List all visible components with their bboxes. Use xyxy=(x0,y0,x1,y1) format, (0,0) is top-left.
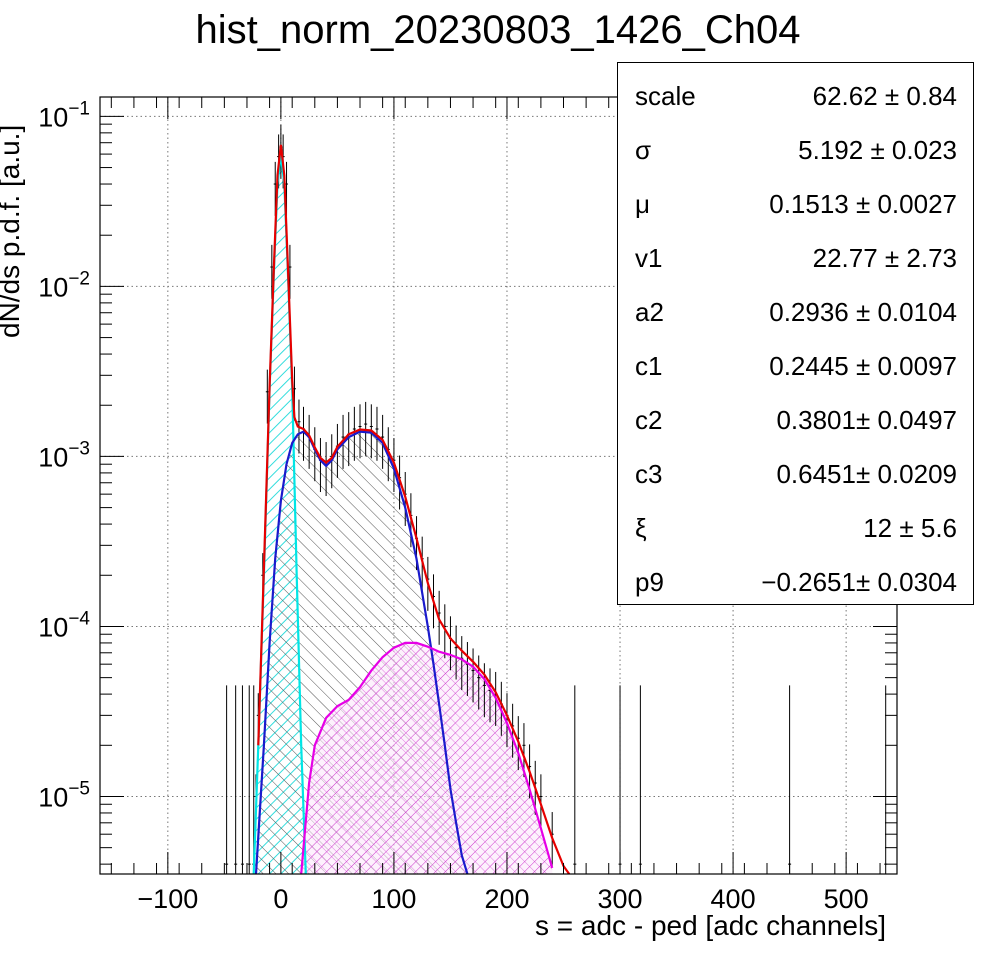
y-tick-label: 10−4 xyxy=(38,608,90,642)
y-tick-base: 10 xyxy=(38,612,68,642)
stat-row: p9 −0.2651± 0.0304 xyxy=(618,553,973,607)
stat-name: p9 xyxy=(635,567,664,597)
stat-row: ξ 12 ± 5.6 xyxy=(618,499,973,553)
x-tick-label: 400 xyxy=(711,884,756,914)
stat-row: v1 22.77 ± 2.73 xyxy=(618,229,973,283)
x-tick-label: −100 xyxy=(137,884,198,914)
stat-row: c3 0.6451± 0.0209 xyxy=(618,445,973,499)
stat-name: scale xyxy=(635,81,696,111)
stat-name: μ xyxy=(635,189,650,219)
y-tick-exponent: −3 xyxy=(68,438,90,459)
x-tick-label: 300 xyxy=(597,884,642,914)
stat-row: μ 0.1513 ± 0.0027 xyxy=(618,175,973,229)
stat-value: 62.62 ± 0.84 xyxy=(812,81,957,111)
y-tick-base: 10 xyxy=(38,782,68,812)
stat-name: σ xyxy=(635,135,652,165)
y-tick-label: 10−5 xyxy=(38,778,90,812)
chart-title: hist_norm_20230803_1426_Ch04 xyxy=(195,8,801,52)
stat-name: c1 xyxy=(635,351,663,381)
series-line xyxy=(254,430,469,874)
stat-value: 5.192 ± 0.023 xyxy=(798,135,957,165)
stat-name: ξ xyxy=(635,513,647,543)
stat-value: 0.3801± 0.0497 xyxy=(776,405,957,435)
y-tick-label: 10−2 xyxy=(38,268,90,302)
stat-row: c1 0.2445 ± 0.0097 xyxy=(618,337,973,391)
x-axis-label: s = adc - ped [adc channels] xyxy=(535,910,886,941)
stat-value: 22.77 ± 2.73 xyxy=(812,243,957,273)
y-tick-base: 10 xyxy=(38,102,68,132)
stat-name: v1 xyxy=(635,243,663,273)
stat-row: a2 0.2936 ± 0.0104 xyxy=(618,283,973,337)
y-tick-exponent: −2 xyxy=(68,268,90,289)
x-tick-label: 500 xyxy=(824,884,869,914)
series-fills xyxy=(253,154,553,874)
fit-stats-box: scale 62.62 ± 0.84 σ 5.192 ± 0.023 μ 0.1513… xyxy=(617,62,974,605)
y-tick-exponent: −5 xyxy=(68,778,90,799)
x-tick-label: 0 xyxy=(273,884,288,914)
axis-ticks xyxy=(100,97,897,874)
series-fill xyxy=(301,642,553,874)
y-tick-label: 10−1 xyxy=(38,98,90,132)
stat-name: c2 xyxy=(635,405,663,435)
series-line xyxy=(257,144,571,874)
y-tick-base: 10 xyxy=(38,272,68,302)
x-tick-label: 200 xyxy=(484,884,529,914)
stat-value: 0.2445 ± 0.0097 xyxy=(769,351,957,381)
stat-value: 0.6451± 0.0209 xyxy=(776,459,957,489)
stat-row: scale 62.62 ± 0.84 xyxy=(618,67,973,121)
y-tick-base: 10 xyxy=(38,442,68,472)
x-tick-label: 100 xyxy=(371,884,416,914)
y-axis-label: dN/ds p.d.f. [a.u.] xyxy=(0,124,25,338)
stat-name: c3 xyxy=(635,459,663,489)
stat-value: −0.2651± 0.0304 xyxy=(761,567,957,597)
y-tick-exponent: −4 xyxy=(68,608,90,629)
stat-row: σ 5.192 ± 0.023 xyxy=(618,121,973,175)
stat-name: a2 xyxy=(635,297,664,327)
stat-value: 0.1513 ± 0.0027 xyxy=(769,189,957,219)
stat-value: 12 ± 5.6 xyxy=(863,513,957,543)
y-tick-label: 10−3 xyxy=(38,438,90,472)
y-tick-exponent: −1 xyxy=(68,98,90,119)
series-lines xyxy=(252,144,571,874)
stat-value: 0.2936 ± 0.0104 xyxy=(769,297,957,327)
series-line xyxy=(300,641,554,874)
stat-row: c2 0.3801± 0.0497 xyxy=(618,391,973,445)
